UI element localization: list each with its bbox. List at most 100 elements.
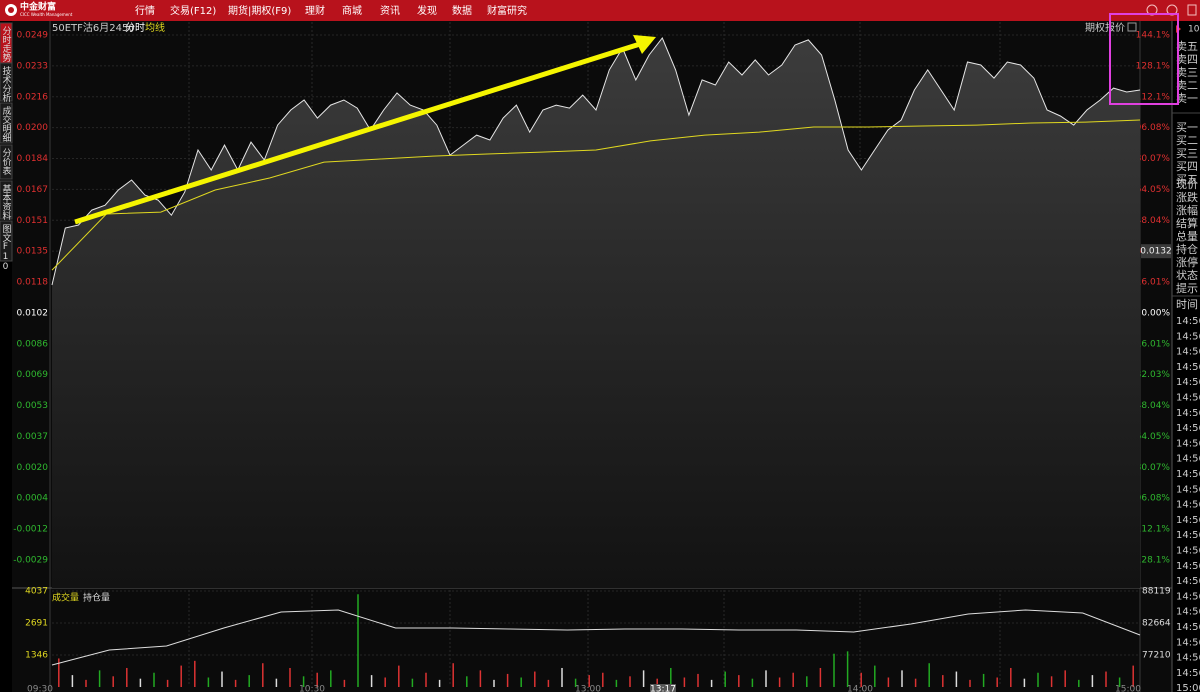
corner-label: 100 <box>1188 25 1200 35</box>
trade-time: 14:56 <box>1176 438 1200 449</box>
y-tick-label: 0.0151 <box>17 216 49 226</box>
y-tick-label: 0.0069 <box>17 370 49 380</box>
order-book-label: 卖四 <box>1176 53 1198 66</box>
sidebar-tab[interactable] <box>0 144 13 180</box>
logo: 中金财富 <box>20 1 56 13</box>
pct-tick-label: 112.1% <box>1136 92 1171 102</box>
sidebar-tab[interactable] <box>0 220 13 262</box>
price-line <box>51 37 1141 286</box>
panel-toggle[interactable] <box>1127 22 1137 32</box>
y-tick-label: 0.0118 <box>17 278 49 288</box>
order-book-label: 卖三 <box>1176 66 1198 79</box>
logo-sub: CICC Wealth Management <box>20 12 73 17</box>
menu-item[interactable]: 财富研究 <box>487 4 527 17</box>
time-label: 14:00 <box>847 685 873 692</box>
sidebar-label: 图文F10 <box>1 224 12 272</box>
field-label: 状态 <box>1176 268 1198 282</box>
pct-tick-label: 48.04% <box>1136 216 1171 226</box>
oi-tick-label: 88119 <box>1142 587 1171 597</box>
volume-tick-label: 1346 <box>25 650 48 660</box>
sidebar-label: 成交明细 <box>1 105 12 142</box>
trade-time: 14:56 <box>1176 576 1200 587</box>
menu-item[interactable]: 数据 <box>452 4 472 17</box>
pct-tick-label: 128.1% <box>1136 556 1171 566</box>
trade-time: 14:56 <box>1176 454 1200 465</box>
order-book-label: 买五 <box>1176 173 1198 186</box>
pct-tick-label: 80.07% <box>1136 463 1171 473</box>
trade-time: 14:56 <box>1176 484 1200 495</box>
y-tick-label: 0.0102 <box>17 308 49 318</box>
trade-time: 14:56 <box>1176 546 1200 557</box>
y-tick-label: 0.0233 <box>17 61 49 71</box>
trade-time: 14:56 <box>1176 500 1200 511</box>
trade-time: 14:56 <box>1176 377 1200 388</box>
trade-time: 14:56 <box>1176 530 1200 541</box>
menu-item[interactable]: 理财 <box>305 4 325 17</box>
menu-item[interactable]: 资讯 <box>380 5 400 17</box>
time-label: 10:30 <box>299 685 325 692</box>
y-tick-label: 0.0184 <box>17 154 49 164</box>
trade-time: 14:56 <box>1176 637 1200 648</box>
annotation-box <box>1109 13 1179 105</box>
y-tick-label: 0.0216 <box>17 92 49 102</box>
annotation-arrowhead <box>633 35 656 54</box>
time-cursor-box <box>650 684 676 692</box>
order-book-label: 买三 <box>1176 147 1198 160</box>
field-label: 结算 <box>1176 216 1198 230</box>
trade-time: 14:56 <box>1176 423 1200 434</box>
trade-time: 14:56 <box>1176 347 1200 358</box>
order-book-label: 卖二 <box>1176 79 1198 92</box>
sidebar-label: 技术分析 <box>1 65 12 103</box>
price-box-label: 0.0132 <box>1140 247 1172 257</box>
quote-label[interactable]: 期权报价 <box>1085 21 1125 34</box>
pct-tick-label: 144.1% <box>1136 31 1171 41</box>
y-tick-label: 0.0086 <box>17 339 49 349</box>
pct-tick-label: 96.08% <box>1136 494 1171 504</box>
time-header: 时间 <box>1176 298 1198 311</box>
sidebar-label: 分价表 <box>1 148 12 176</box>
avg-line <box>51 119 1141 271</box>
trade-time: 14:56 <box>1176 653 1200 664</box>
y-tick-label: 0.0200 <box>17 123 49 133</box>
oi-line <box>51 609 1141 666</box>
sidebar-label: 分时走势 <box>1 26 12 63</box>
field-label: 现价 <box>1176 178 1198 191</box>
chart-title: 50ETF沽6月2450 <box>52 21 135 34</box>
sidebar-tab[interactable] <box>0 102 13 144</box>
menu-item[interactable]: 期货|期权(F9) <box>228 4 291 17</box>
trade-time: 14:56 <box>1176 561 1200 572</box>
field-label: 涨停 <box>1176 255 1198 269</box>
pct-tick-label: 32.03% <box>1136 370 1171 380</box>
field-label: 提示 <box>1176 282 1198 295</box>
menu-item[interactable]: 行情 <box>135 4 155 17</box>
time-label: 09:30 <box>27 685 53 692</box>
window-icon[interactable] <box>1187 4 1197 16</box>
sidebar-tab[interactable] <box>0 180 13 220</box>
oi-tick-label: 82664 <box>1142 619 1171 629</box>
trade-time: 14:56 <box>1176 408 1200 419</box>
pct-tick-label: 64.05% <box>1136 185 1171 195</box>
menu-item[interactable]: 交易(F12) <box>170 4 216 17</box>
price-box <box>1141 244 1171 259</box>
pct-tick-label: 128.1% <box>1136 61 1171 71</box>
trade-time: 14:56 <box>1176 607 1200 618</box>
trade-time: 14:56 <box>1176 668 1200 679</box>
order-book-label: 卖五 <box>1176 40 1198 53</box>
menu-item[interactable]: 商城 <box>342 4 362 17</box>
trade-time: 14:56 <box>1176 622 1200 633</box>
volume-tick-label: 2691 <box>25 619 48 629</box>
trade-time: 14:56 <box>1176 316 1200 327</box>
y-tick-label: 0.0004 <box>17 494 49 504</box>
menu-bar <box>0 0 1200 21</box>
menu-item[interactable]: 发现 <box>417 4 437 17</box>
chart-layer: 行情 交易(F12) 期货|期权(F9) 理财 商城 资讯 发现 数据 财富研究分时走势技术分析… <box>0 4 1200 692</box>
volume-label: 成交量 <box>52 592 79 604</box>
sidebar-tab[interactable] <box>0 62 13 102</box>
sidebar-label: 基本资料 <box>1 183 12 221</box>
order-book-label: 买一 <box>1176 121 1198 134</box>
price-area <box>52 38 1140 588</box>
pct-tick-label: 16.01% <box>1136 339 1171 349</box>
pct-tick-label: 112.1% <box>1136 525 1171 535</box>
trade-time: 14:56 <box>1176 362 1200 373</box>
